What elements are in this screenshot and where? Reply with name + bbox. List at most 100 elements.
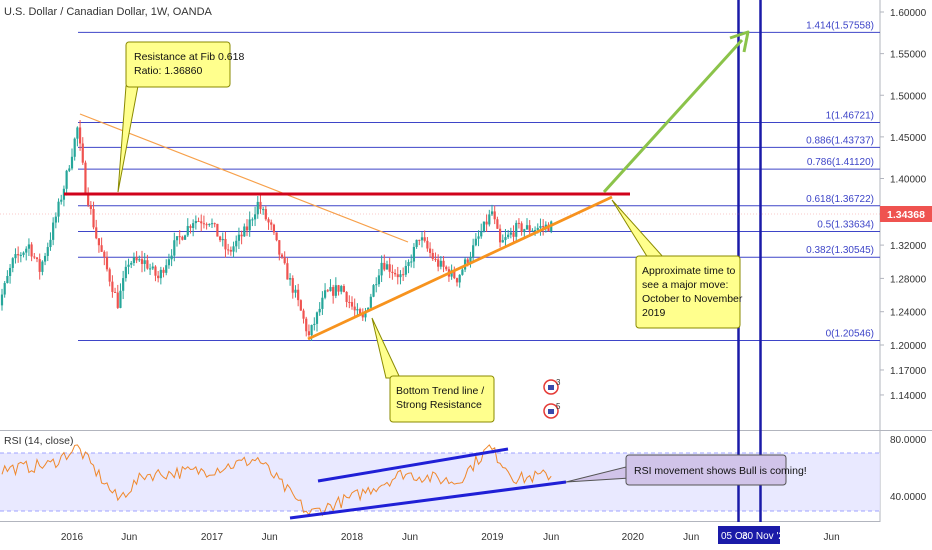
candle-body[interactable] — [116, 292, 119, 308]
candle-body[interactable] — [210, 223, 214, 225]
candle-body[interactable] — [202, 223, 206, 225]
candle-body[interactable] — [25, 248, 28, 253]
candle-body[interactable] — [264, 209, 267, 220]
candle-body[interactable] — [358, 309, 362, 314]
candle-body[interactable] — [302, 310, 305, 319]
candle-body[interactable] — [259, 201, 262, 210]
candle-body[interactable] — [291, 278, 294, 293]
candle-body[interactable] — [253, 214, 257, 220]
candle-body[interactable] — [480, 231, 483, 237]
candle-body[interactable] — [205, 224, 208, 226]
candle-body[interactable] — [326, 290, 329, 292]
candle-body[interactable] — [167, 259, 171, 266]
candle-body[interactable] — [350, 302, 354, 307]
candle-body[interactable] — [515, 222, 518, 237]
candle-body[interactable] — [84, 162, 87, 193]
candle-body[interactable] — [458, 274, 461, 283]
candle-body[interactable] — [95, 227, 98, 239]
candle-body[interactable] — [70, 156, 74, 169]
candle-body[interactable] — [6, 275, 9, 284]
candle-body[interactable] — [437, 259, 440, 267]
candle-body[interactable] — [439, 260, 442, 267]
candle-body[interactable] — [30, 244, 33, 257]
candle-body[interactable] — [0, 294, 4, 306]
candle-body[interactable] — [267, 219, 270, 223]
candle-body[interactable] — [159, 269, 162, 279]
candle-body[interactable] — [305, 318, 308, 332]
candle-body[interactable] — [399, 274, 402, 278]
candle-body[interactable] — [469, 256, 472, 263]
candle-body[interactable] — [197, 221, 200, 223]
candle-body[interactable] — [92, 208, 95, 228]
candle-body[interactable] — [162, 269, 165, 273]
candle-body[interactable] — [62, 188, 66, 200]
event-badge-1[interactable]: 3 — [543, 378, 561, 395]
candle-body[interactable] — [377, 275, 381, 285]
candle-body[interactable] — [43, 255, 47, 262]
time-callout-box[interactable] — [635, 255, 741, 329]
candle-body[interactable] — [227, 249, 230, 251]
candle-body[interactable] — [262, 209, 265, 211]
candle-body[interactable] — [385, 264, 389, 270]
candle-body[interactable] — [181, 236, 184, 240]
candle-body[interactable] — [224, 238, 227, 250]
candle-body[interactable] — [318, 308, 321, 313]
candle-body[interactable] — [57, 201, 60, 217]
candle-body[interactable] — [461, 269, 464, 275]
candle-body[interactable] — [337, 285, 340, 292]
candle-body[interactable] — [186, 226, 189, 236]
candle-body[interactable] — [127, 264, 130, 267]
candle-body[interactable] — [154, 266, 157, 276]
candle-body[interactable] — [313, 323, 316, 326]
candle-body[interactable] — [474, 238, 477, 246]
candle-body[interactable] — [372, 285, 375, 297]
candle-body[interactable] — [232, 246, 235, 252]
candle-body[interactable] — [27, 244, 31, 249]
candle-body[interactable] — [517, 222, 521, 224]
candle-body[interactable] — [533, 229, 537, 231]
candle-body[interactable] — [146, 260, 149, 269]
candle-body[interactable] — [426, 240, 429, 249]
candle-body[interactable] — [415, 239, 418, 247]
event-badge-2[interactable]: 5 — [543, 402, 561, 419]
candle-body[interactable] — [375, 284, 378, 286]
candle-body[interactable] — [140, 259, 144, 264]
candle-body[interactable] — [466, 259, 469, 263]
candle-body[interactable] — [504, 237, 507, 241]
candle-body[interactable] — [299, 300, 302, 311]
candle-body[interactable] — [329, 287, 332, 292]
candle-body[interactable] — [60, 199, 63, 202]
candle-body[interactable] — [38, 259, 41, 272]
candle-body[interactable] — [493, 211, 496, 220]
candle-body[interactable] — [157, 275, 160, 279]
candle-body[interactable] — [523, 229, 526, 232]
candle-body[interactable] — [342, 286, 346, 292]
candle-body[interactable] — [33, 256, 36, 258]
candle-body[interactable] — [41, 261, 44, 272]
rsi-lower-trend-line[interactable] — [289, 480, 567, 520]
candle-body[interactable] — [73, 138, 76, 157]
candle-body[interactable] — [383, 262, 386, 270]
candle-body[interactable] — [539, 225, 542, 228]
candle-body[interactable] — [361, 313, 364, 318]
candle-body[interactable] — [103, 251, 106, 258]
ascending-trend-line[interactable] — [307, 195, 613, 341]
candle-body[interactable] — [49, 239, 52, 248]
candle-body[interactable] — [280, 254, 284, 258]
candle-body[interactable] — [340, 286, 343, 292]
candle-body[interactable] — [402, 274, 405, 276]
candle-body[interactable] — [482, 221, 486, 232]
candle-body[interactable] — [485, 221, 488, 225]
candle-body[interactable] — [509, 232, 512, 235]
candle-body[interactable] — [105, 257, 109, 270]
candle-body[interactable] — [501, 240, 504, 243]
candle-body[interactable] — [19, 254, 22, 256]
candle-body[interactable] — [124, 266, 127, 279]
candle-body[interactable] — [11, 258, 14, 268]
candle-body[interactable] — [294, 289, 297, 293]
candle-body[interactable] — [455, 278, 459, 283]
candle-body[interactable] — [528, 225, 531, 231]
candle-body[interactable] — [428, 248, 432, 253]
